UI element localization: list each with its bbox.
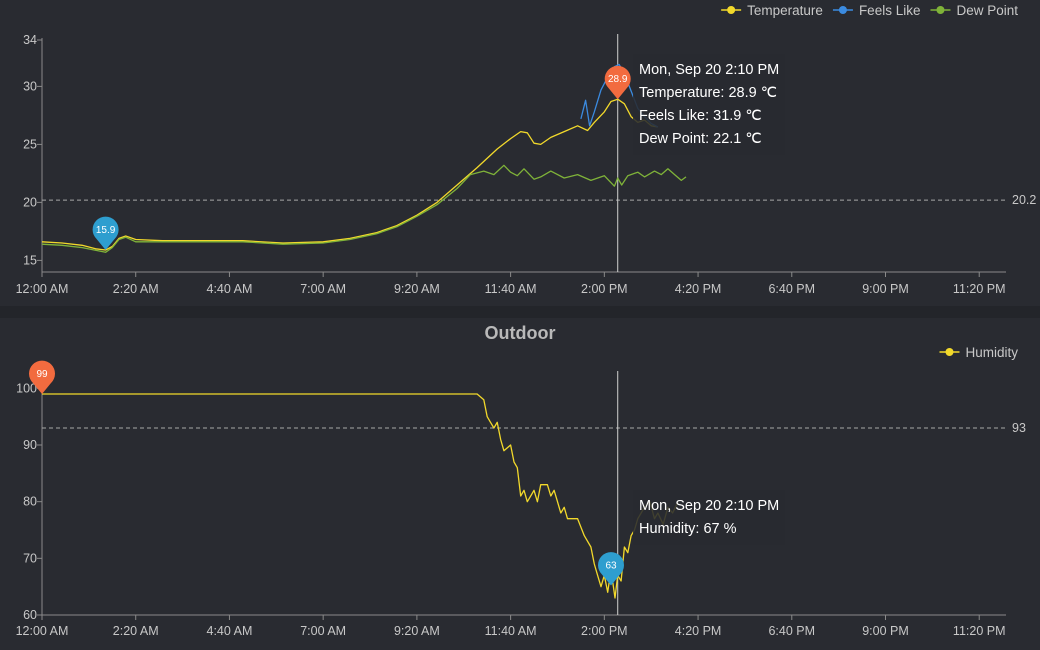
humidity-series-line — [42, 393, 679, 599]
x-tick-label: 9:20 AM — [394, 282, 440, 296]
tooltip-date: Mon, Sep 20 2:10 PM — [639, 498, 780, 514]
temperature-chart-panel: 12:00 AM 2:20 AM 4:40 AM 7:00 AM 9:20 AM 11:4… — [0, 0, 1040, 306]
humidity-chart: 12:00 AM 2:20 AM 4:40 AM 7:00 AM 9:20 AM 11:4… — [16, 345, 1026, 638]
x-tick-label: 7:00 AM — [300, 624, 346, 638]
legend-dot — [936, 6, 945, 14]
x-tick-label: 2:20 AM — [113, 282, 159, 296]
value-marker: 15.9 — [92, 216, 119, 250]
y-tick-label: 80 — [23, 495, 37, 509]
y-tick-label: 60 — [23, 608, 37, 622]
y-tick-label: 20 — [23, 195, 37, 209]
x-tick-label: 2:20 AM — [113, 624, 159, 638]
x-tick-label: 2:00 PM — [581, 624, 628, 638]
legend-label: Feels Like — [859, 3, 921, 18]
x-tick-label: 12:00 AM — [16, 624, 69, 638]
reference-line-label: 20.2 — [1012, 193, 1036, 207]
legend-item-temperature[interactable]: Temperature — [721, 3, 823, 18]
y-tick-label: 30 — [23, 79, 37, 93]
reference-line-label: 93 — [1012, 421, 1026, 435]
legend-dot — [727, 6, 736, 14]
x-tick-label: 4:40 AM — [207, 282, 253, 296]
humidity-chart-panel: Outdoor 12:00 AM 2:20 AM 4:40 AM 7:00 AM 9:2… — [0, 318, 1040, 650]
x-tick-label: 7:00 AM — [300, 282, 346, 296]
legend-label: Humidity — [965, 345, 1018, 360]
marker-label: 99 — [36, 369, 48, 380]
y-tick-label: 100 — [16, 381, 37, 395]
temperature-chart: 12:00 AM 2:20 AM 4:40 AM 7:00 AM 9:20 AM 11:4… — [16, 3, 1037, 296]
legend-dot — [945, 348, 954, 356]
x-tick-label: 4:20 PM — [675, 624, 722, 638]
y-tick-label: 25 — [23, 137, 37, 151]
value-marker: 99 — [29, 360, 55, 394]
legend-label: Temperature — [747, 3, 823, 18]
legend-item-humidity[interactable]: Humidity — [939, 345, 1018, 360]
marker-pin — [29, 360, 55, 394]
x-tick-label: 11:40 AM — [485, 282, 537, 296]
y-tick-label: 70 — [23, 551, 37, 565]
temperature-series-line — [41, 98, 659, 251]
value-marker: 63 — [598, 552, 624, 586]
x-tick-label: 2:00 PM — [581, 282, 628, 296]
x-tick-label: 9:20 AM — [394, 624, 440, 638]
marker-label: 15.9 — [96, 225, 116, 236]
x-tick-label: 6:40 PM — [768, 282, 815, 296]
marker-pin — [604, 65, 631, 100]
tooltip-dew-point: Dew Point: 22.1 ℃ — [639, 131, 762, 147]
tooltip-feels-like: Feels Like: 31.9 ℃ — [639, 108, 762, 124]
x-tick-label: 9:00 PM — [862, 624, 909, 638]
legend-label: Dew Point — [956, 3, 1018, 18]
x-tick-label: 11:20 PM — [953, 624, 1006, 638]
value-marker: 28.9 — [604, 65, 631, 100]
x-tick-label: 4:20 PM — [675, 282, 722, 296]
legend-item-dew-point[interactable]: Dew Point — [930, 3, 1018, 18]
y-tick-label: 34 — [23, 33, 37, 47]
x-tick-label: 11:40 AM — [485, 624, 537, 638]
tooltip-date: Mon, Sep 20 2:10 PM — [639, 62, 780, 78]
chart-tooltip: Mon, Sep 20 2:10 PM Humidity: 67 % — [633, 490, 786, 545]
tooltip-temperature: Temperature: 28.9 ℃ — [639, 85, 777, 101]
x-tick-label: 11:20 PM — [953, 282, 1006, 296]
y-tick-label: 90 — [23, 438, 37, 452]
x-tick-label: 9:00 PM — [862, 282, 909, 296]
legend-dot — [838, 6, 847, 14]
dew-point-series-line — [41, 164, 687, 253]
y-tick-label: 15 — [23, 253, 37, 267]
chart-title: Outdoor — [484, 323, 556, 343]
panel-divider — [0, 306, 1040, 318]
x-tick-label: 4:40 AM — [207, 624, 253, 638]
marker-label: 28.9 — [608, 74, 628, 85]
marker-label: 63 — [605, 561, 617, 572]
tooltip-humidity: Humidity: 67 % — [639, 521, 737, 537]
marker-pin — [92, 216, 119, 250]
marker-pin — [598, 552, 624, 586]
x-tick-label: 12:00 AM — [16, 282, 69, 296]
chart-tooltip: Mon, Sep 20 2:10 PM Temperature: 28.9 ℃ … — [633, 54, 786, 155]
x-tick-label: 6:40 PM — [768, 624, 815, 638]
legend-item-feels-like[interactable]: Feels Like — [832, 3, 921, 18]
